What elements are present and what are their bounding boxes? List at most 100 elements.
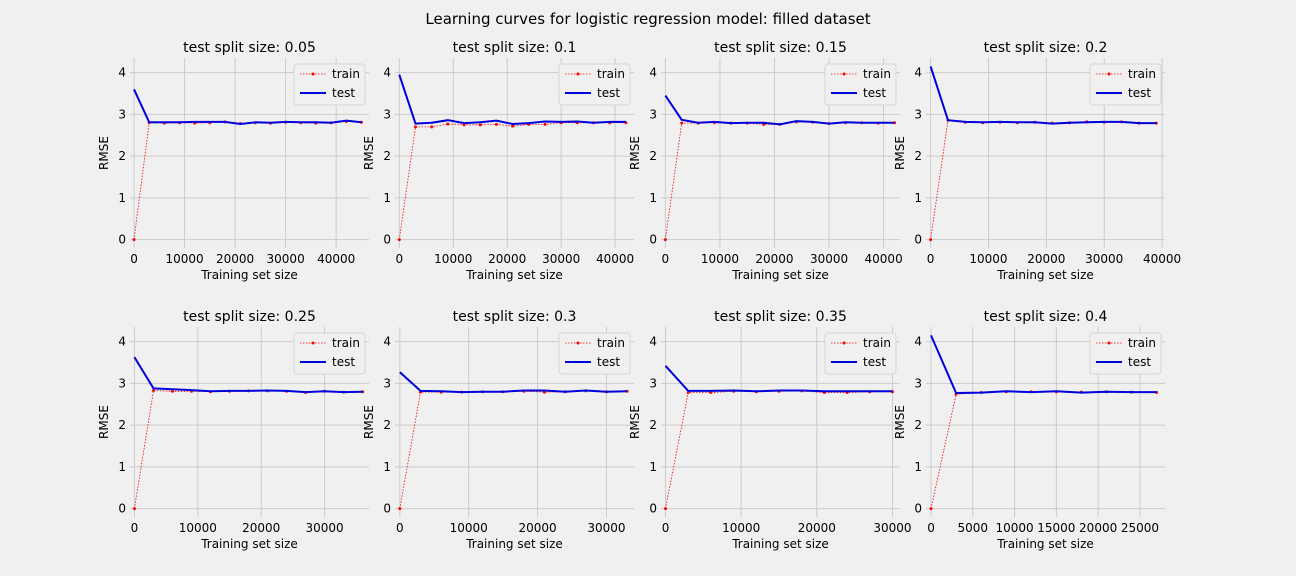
- x-tick-label: 0: [130, 252, 138, 266]
- x-tick-label: 20000: [488, 252, 526, 266]
- legend-train-label: train: [332, 336, 360, 350]
- legend-test-label: test: [1128, 86, 1151, 100]
- x-tick-label: 30000: [542, 252, 580, 266]
- y-tick-label: 3: [649, 107, 657, 121]
- y-tick-label: 3: [649, 376, 657, 390]
- subplot-6: 0 1 2 3 4 0 10000 20000 30000 Training set size RM…: [362, 309, 634, 551]
- legend-train-label: train: [863, 336, 891, 350]
- y-tick-label: 4: [118, 66, 126, 80]
- train-point: [398, 507, 402, 511]
- legend-train-label: train: [1128, 336, 1156, 350]
- x-tick-label: 20000: [798, 521, 836, 535]
- y-tick-label: 4: [914, 335, 922, 349]
- legend-train-label: train: [1128, 67, 1156, 81]
- y-tick-label: 1: [118, 191, 126, 205]
- x-tick-label: 0: [662, 521, 670, 535]
- x-tick-label: 0: [927, 252, 935, 266]
- legend-train-label: train: [597, 67, 625, 81]
- legend-train-marker: [576, 341, 580, 345]
- legend: train test: [1089, 332, 1162, 375]
- train-point: [543, 122, 547, 126]
- y-tick-label: 0: [118, 502, 126, 516]
- legend-test-label: test: [332, 86, 355, 100]
- train-point: [478, 123, 482, 127]
- legend: train test: [558, 63, 631, 106]
- subplot-title: test split size: 0.05: [183, 40, 316, 56]
- train-point: [664, 507, 668, 511]
- x-tick-label: 15000: [1037, 521, 1075, 535]
- legend-train-marker: [842, 341, 846, 345]
- x-tick-label: 0: [927, 521, 935, 535]
- y-tick-label: 1: [649, 460, 657, 474]
- y-tick-label: 0: [118, 233, 126, 247]
- test-line: [664, 365, 893, 393]
- x-axis-label: Training set size: [200, 268, 298, 282]
- x-tick-label: 20000: [216, 252, 254, 266]
- test-line: [399, 371, 628, 394]
- x-axis-label: Training set size: [996, 537, 1094, 551]
- train-point: [414, 125, 418, 129]
- x-tick-label: 40000: [865, 252, 903, 266]
- y-axis-label: RMSE: [362, 136, 376, 170]
- x-tick-label: 20000: [1079, 521, 1117, 535]
- x-tick-label: 25000: [1121, 521, 1159, 535]
- x-axis-label: Training set size: [996, 268, 1094, 282]
- subplot-title: test split size: 0.2: [984, 40, 1108, 56]
- y-tick-label: 4: [383, 335, 391, 349]
- legend-train-label: train: [863, 67, 891, 81]
- y-tick-label: 1: [383, 460, 391, 474]
- y-tick-label: 4: [383, 66, 391, 80]
- y-tick-label: 0: [914, 502, 922, 516]
- x-tick-label: 0: [396, 521, 404, 535]
- x-tick-label: 30000: [810, 252, 848, 266]
- y-tick-label: 2: [914, 418, 922, 432]
- train-point: [446, 122, 450, 126]
- y-tick-label: 1: [914, 191, 922, 205]
- y-tick-label: 1: [914, 460, 922, 474]
- legend-train-marker: [1107, 72, 1111, 76]
- train-point: [430, 125, 434, 129]
- legend: train test: [293, 63, 366, 106]
- train-point: [929, 238, 933, 242]
- x-tick-label: 5000: [958, 521, 989, 535]
- subplot-title: test split size: 0.25: [183, 309, 316, 325]
- subplot-title: test split size: 0.15: [714, 40, 847, 56]
- test-line: [133, 356, 363, 394]
- train-point: [132, 238, 136, 242]
- y-tick-label: 3: [914, 376, 922, 390]
- train-point: [151, 388, 155, 392]
- y-tick-label: 3: [118, 376, 126, 390]
- test-line: [929, 66, 1157, 125]
- y-tick-label: 1: [649, 191, 657, 205]
- y-tick-label: 3: [383, 376, 391, 390]
- y-tick-label: 0: [383, 233, 391, 247]
- subplot-5: 0 1 2 3 4 0 10000 20000 30000 Training set size RM…: [97, 309, 369, 551]
- legend-test-label: test: [863, 355, 886, 369]
- legend: train test: [824, 63, 897, 106]
- x-tick-label: 10000: [179, 521, 217, 535]
- x-tick-label: 10000: [701, 252, 739, 266]
- test-line: [664, 95, 895, 126]
- train-point: [170, 389, 174, 393]
- legend-train-label: train: [597, 336, 625, 350]
- legend-train-marker: [1107, 341, 1111, 345]
- legend: train test: [293, 332, 366, 375]
- legend-test-label: test: [597, 355, 620, 369]
- y-tick-label: 0: [383, 502, 391, 516]
- subplot-title: test split size: 0.1: [453, 40, 577, 56]
- subplot-3: 0 1 2 3 4 0 10000 20000 30000 40000 Training set s…: [628, 40, 903, 282]
- legend: train test: [558, 332, 631, 375]
- x-axis-label: Training set size: [465, 268, 563, 282]
- subplot-7: 0 1 2 3 4 0 10000 20000 30000 Training set size RM…: [628, 309, 912, 551]
- figure-title: Learning curves for logistic regression …: [425, 10, 870, 28]
- y-tick-label: 3: [914, 107, 922, 121]
- x-tick-label: 0: [662, 252, 670, 266]
- x-tick-label: 30000: [267, 252, 305, 266]
- y-axis-label: RMSE: [628, 136, 642, 170]
- subplot-8: 0 1 2 3 4 0 5000 10000 15000 20000 25000 Training s…: [893, 309, 1165, 551]
- y-axis-label: RMSE: [628, 405, 642, 439]
- legend: train test: [824, 332, 897, 375]
- x-tick-label: 40000: [596, 252, 634, 266]
- legend-train-marker: [311, 72, 315, 76]
- x-tick-label: 20000: [1027, 252, 1065, 266]
